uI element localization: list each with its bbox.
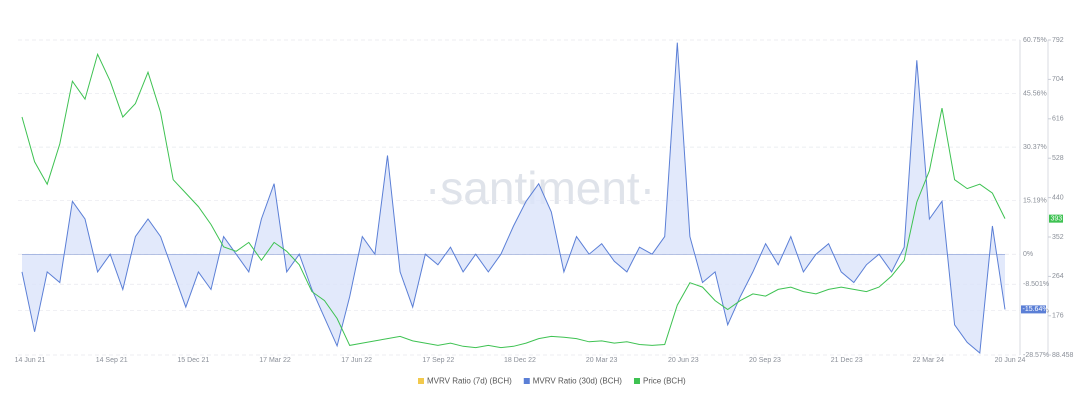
last-value-badge [1021,305,1046,314]
legend-swatch [633,378,640,384]
last-value-label: -15.64% [1023,306,1049,313]
y-tick-label: 60.75% [1023,37,1047,44]
x-tick-label: 17 Sep 22 [422,357,454,364]
y2-tick-label: 88.458 [1052,352,1074,359]
x-tick-label: 15 Dec 21 [177,357,209,364]
x-tick-label: 17 Mar 22 [259,357,291,364]
legend-swatch [418,378,424,384]
x-tick-label: 21 Dec 23 [831,357,863,364]
series-line [21,52,1006,349]
y-tick-label: -8.501% [1023,281,1049,288]
y2-tick-label: 264 [1052,273,1064,280]
last-value-label: 393 [1051,215,1063,222]
y2-tick-label: 176 [1052,313,1064,320]
y2-tick-label: 704 [1052,76,1064,83]
y2-tick-label: 792 [1052,37,1064,44]
y-tick-label: 15.19% [1023,198,1047,205]
x-tick-label: 18 Dec 22 [504,357,536,364]
y-tick-label: 0% [1023,251,1033,258]
x-tick-label: 20 Sep 23 [749,357,781,364]
y-tick-label: 30.37% [1023,144,1047,151]
x-tick-label: 14 Jun 21 [15,357,46,364]
y2-tick-label: 616 [1052,116,1064,123]
last-value-badge [1049,214,1063,223]
series-line [21,42,1006,354]
x-tick-label: 20 Mar 23 [586,357,618,364]
y-tick-label: -28.57% [1023,352,1049,359]
y2-tick-label: 352 [1052,234,1064,241]
legend-swatch [523,378,530,384]
x-tick-label: 22 Mar 24 [913,357,945,364]
x-tick-label: 17 Jun 22 [341,357,372,364]
y2-tick-label: 528 [1052,155,1064,162]
legend-text: MVRV Ratio (30d) (BCH) [533,377,623,386]
legend-text: MVRV Ratio (7d) (BCH) [427,377,512,386]
y-tick-label: 45.56% [1023,90,1047,97]
y2-tick-label: 440 [1052,194,1064,201]
x-tick-label: 14 Sep 21 [96,357,128,364]
x-tick-label: 20 Jun 23 [668,357,699,364]
x-tick-label: 20 Jun 24 [995,357,1026,364]
legend-text: Price (BCH) [643,377,686,386]
